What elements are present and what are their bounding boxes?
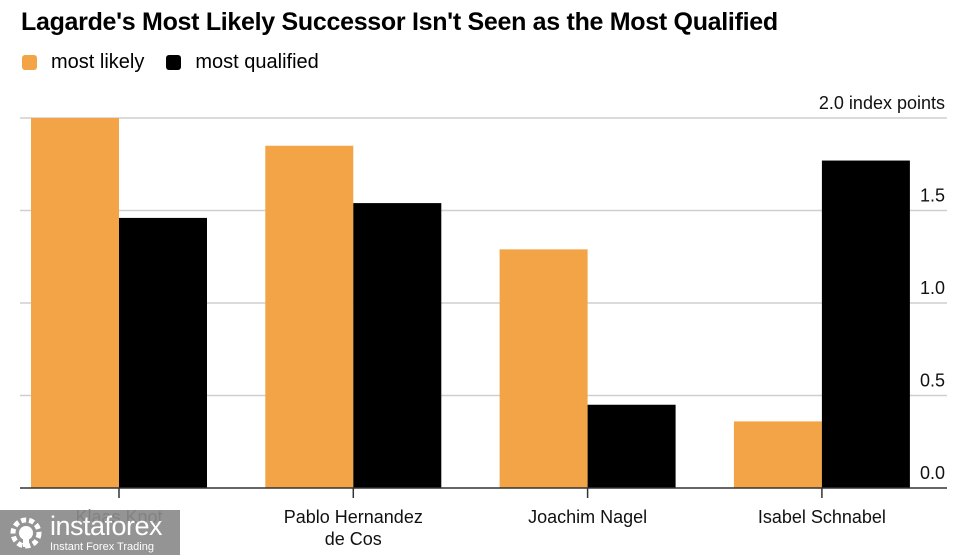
y-axis-labels: 0.0 0.5 1.0 1.5 2.0 index points (819, 93, 945, 483)
bars (31, 118, 910, 489)
y-tick-label: 1.5 (920, 186, 945, 206)
y-tick-label: 0.5 (920, 371, 945, 391)
x-axis (20, 487, 947, 498)
bar-most-likely-2 (499, 249, 588, 488)
bar-most-qualified-2 (587, 404, 676, 488)
bar-most-likely-0 (31, 118, 119, 488)
bar-most-qualified-3 (821, 160, 910, 489)
x-tick-label: Pablo Hernandez (284, 507, 423, 527)
x-tick-label: Joachim Nagel (528, 507, 647, 527)
y-tick-label: 2.0 index points (819, 93, 945, 113)
legend-item-most-likely: most likely (22, 51, 144, 74)
legend-item-most-qualified: most qualified (166, 51, 319, 74)
y-tick-label: 0.0 (920, 463, 945, 483)
legend: most likely most qualified (22, 51, 341, 74)
bar-most-likely-1 (265, 145, 354, 488)
gear-logo-icon (10, 517, 42, 548)
y-tick-label: 1.0 (920, 278, 945, 298)
bar-most-qualified-1 (353, 203, 442, 488)
legend-swatch-most-likely (22, 55, 37, 70)
watermark: instaforex Instant Forex Trading (0, 510, 180, 555)
bar-most-likely-3 (733, 421, 822, 488)
bar-most-qualified-0 (119, 217, 207, 488)
watermark-brand: instaforex (50, 510, 163, 541)
x-tick-label: de Cos (325, 529, 382, 549)
legend-swatch-most-qualified (166, 55, 182, 70)
x-tick-label: Isabel Schnabel (758, 507, 886, 527)
chart-title: Lagarde's Most Likely Successor Isn't Se… (21, 8, 778, 36)
legend-label-most-likely: most likely (51, 51, 145, 73)
legend-label-most-qualified: most qualified (195, 51, 319, 73)
watermark-tagline: Instant Forex Trading (50, 540, 154, 553)
